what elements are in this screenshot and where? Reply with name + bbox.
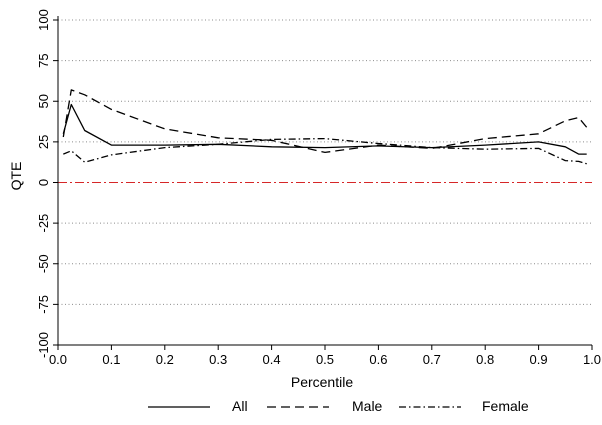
x-tick-label: 0.3 (209, 352, 227, 367)
x-tick-label: 0.4 (263, 352, 281, 367)
y-tick-label: 75 (36, 53, 51, 67)
series-line-male (62, 89, 588, 154)
y-tick-label: 0 (36, 179, 51, 186)
x-tick-label: 0.1 (102, 352, 120, 367)
legend-label-all: All (232, 398, 248, 414)
y-tick-label: -25 (36, 214, 51, 233)
y-tick-label: 50 (36, 94, 51, 108)
series-line-female (63, 137, 587, 165)
y-tick-label: -50 (36, 254, 51, 273)
axes (53, 16, 593, 350)
series-lines (62, 89, 588, 165)
x-tick-label: 0.8 (476, 352, 494, 367)
x-tick-label: 0.7 (423, 352, 441, 367)
legend-label-male: Male (352, 398, 383, 414)
x-tick-label: 1.0 (583, 352, 601, 367)
legend-label-female: Female (482, 398, 529, 414)
legend: All Male Female (148, 398, 529, 414)
y-tick-label: -100 (36, 332, 51, 358)
x-axis-title: Percentile (291, 374, 353, 390)
series-line-all (62, 103, 587, 155)
x-tick-label: 0.9 (530, 352, 548, 367)
y-axis-title: QTE (8, 162, 24, 191)
tick-labels: 0.0 0.1 0.2 0.3 0.4 0.5 0.6 0.7 0.8 0.9 1.0 -100 -75… (36, 9, 601, 367)
x-tick-label: 0.2 (156, 352, 174, 367)
y-tick-label: -75 (36, 295, 51, 314)
x-tick-label: 0.0 (49, 352, 67, 367)
y-tick-label: 25 (36, 135, 51, 149)
x-tick-label: 0.6 (369, 352, 387, 367)
y-tick-label: 100 (36, 9, 51, 31)
gridlines (58, 19, 592, 346)
x-tick-label: 0.5 (316, 352, 334, 367)
